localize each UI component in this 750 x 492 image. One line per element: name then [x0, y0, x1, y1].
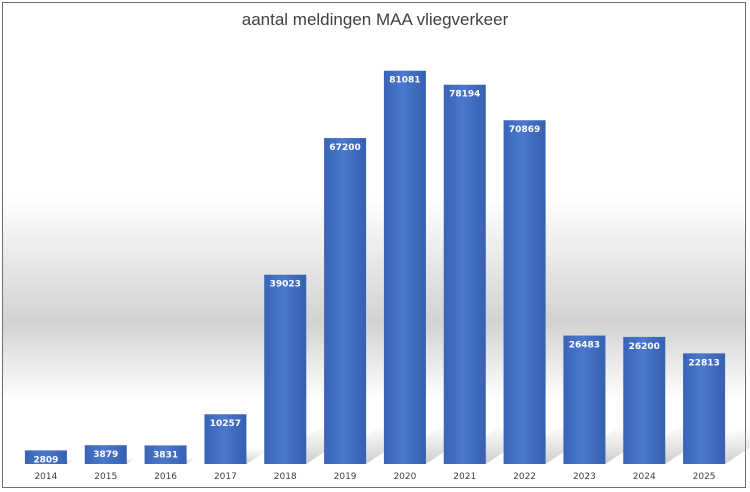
- data-label-2022: 70869: [509, 125, 540, 135]
- data-label-2014: 2809: [33, 455, 58, 465]
- x-tick-label-2023: 2023: [573, 472, 596, 482]
- data-label-2024: 26200: [629, 342, 660, 352]
- x-tick-label-2017: 2017: [214, 472, 237, 482]
- data-label-2021: 78194: [449, 90, 480, 100]
- x-tick-label-2025: 2025: [693, 472, 716, 482]
- x-tick-label-2021: 2021: [453, 472, 476, 482]
- x-tick-label-2019: 2019: [334, 472, 357, 482]
- x-tick-label-2024: 2024: [633, 472, 656, 482]
- data-label-2018: 39023: [270, 280, 301, 290]
- data-label-2025: 22813: [688, 358, 719, 368]
- x-tick-label-2020: 2020: [393, 472, 416, 482]
- bar-2019: [324, 138, 367, 464]
- data-label-2015: 3879: [93, 450, 118, 460]
- bar-2022: [503, 120, 546, 464]
- data-label-2020: 81081: [389, 76, 420, 86]
- bar-2014: [24, 450, 67, 464]
- bar-2024: [623, 336, 666, 464]
- data-label-2023: 26483: [569, 341, 600, 351]
- x-tick-label-2016: 2016: [154, 472, 177, 482]
- chart-title: aantal meldingen MAA vliegverkeer: [241, 10, 509, 29]
- bar-2020: [383, 70, 426, 465]
- data-label-2019: 67200: [329, 143, 360, 153]
- x-tick-label-2015: 2015: [94, 472, 117, 482]
- x-tick-label-2014: 2014: [34, 472, 57, 482]
- bar-2018: [264, 274, 307, 464]
- chart-frame: [2, 2, 746, 488]
- x-tick-label-2018: 2018: [274, 472, 297, 482]
- x-tick-label-2022: 2022: [513, 472, 536, 482]
- bar-2021: [443, 84, 486, 464]
- bar-2016: [144, 445, 187, 464]
- data-label-2017: 10257: [210, 419, 241, 429]
- bar-2015: [84, 445, 127, 464]
- bar-2025: [683, 353, 726, 464]
- bar-2023: [563, 335, 606, 464]
- data-label-2016: 3831: [153, 450, 178, 460]
- bar-2017: [204, 414, 247, 464]
